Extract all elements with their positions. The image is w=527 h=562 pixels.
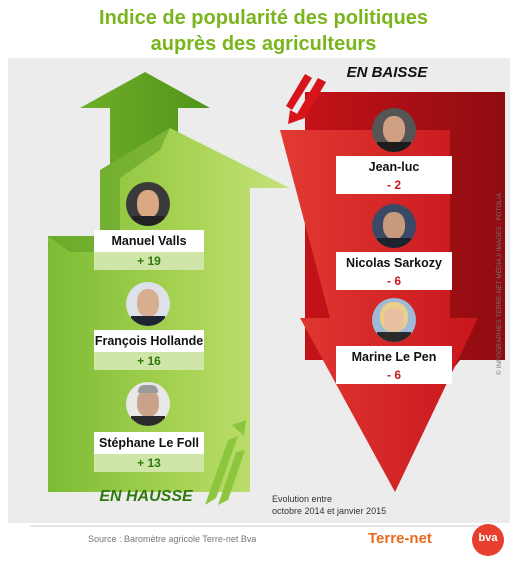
value-manuel-valls: + 19 [94,252,204,270]
avatar-marine-le-pen [372,298,416,342]
name-francois-hollande: François Hollande [94,330,204,352]
value-jean-luc-melenchon: - 2 [336,176,452,194]
avatar-francois-hollande [126,282,170,326]
avatar-manuel-valls [126,182,170,226]
name-jean-luc-melenchon: Jean-luc Mélenchon [336,156,452,196]
avatar-jean-luc-melenchon [372,108,416,152]
bva-logo-circle [472,524,504,556]
value-francois-hollande: + 16 [94,352,204,370]
period-note-line-2: octobre 2014 et janvier 2015 [272,506,387,516]
name-stephane-le-foll: Stéphane Le Foll [94,432,204,454]
source-note: Source : Baromètre agricole Terre-net Bv… [88,534,257,544]
avatar-nicolas-sarkozy [372,204,416,248]
label-en-hausse: EN HAUSSE [99,488,193,505]
name-manuel-valls: Manuel Valls [94,230,204,252]
value-stephane-le-foll: + 13 [94,454,204,472]
name-marine-le-pen: Marine Le Pen [336,346,452,368]
logo-terre-net: Terre-net [368,530,432,547]
title-line-2: auprès des agriculteurs [150,33,377,55]
value-marine-le-pen: - 6 [336,366,452,384]
period-note-line-1: Evolution entre [272,494,333,504]
value-nicolas-sarkozy: - 6 [336,272,452,290]
title-line-1: Indice de popularité des politiques [99,7,428,29]
avatar-stephane-le-foll [126,382,170,426]
name-nicolas-sarkozy: Nicolas Sarkozy [336,252,452,274]
logo-bva: bva [478,532,498,544]
label-en-baisse: EN BAISSE [332,64,442,81]
side-credit: © INFOGRAPHIES TERRE-NET MÉDIA // IMAGES… [496,192,503,375]
small-green-arrows [205,420,246,505]
small-red-arrows [286,74,326,124]
